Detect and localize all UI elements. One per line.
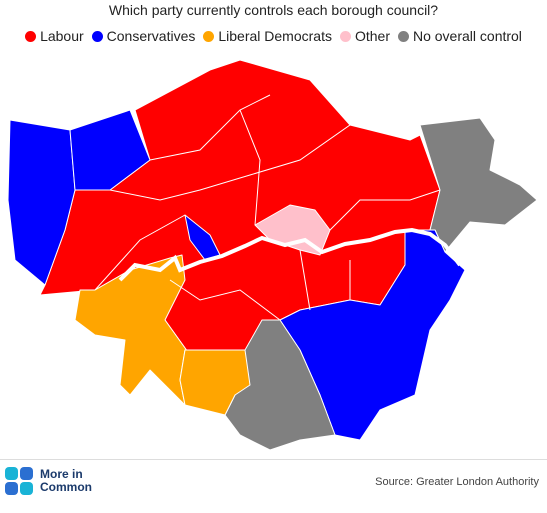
legend-label: Labour [40, 28, 84, 44]
legend-label: Conservatives [106, 28, 196, 44]
legend-marker [203, 30, 215, 42]
logo-line: Common [40, 480, 92, 494]
borough [279, 229, 466, 441]
title: Which party currently controls each boro… [108, 2, 439, 18]
legend-marker [91, 30, 103, 42]
borough [179, 349, 251, 416]
legend-marker [397, 30, 409, 42]
logo-icon [5, 467, 33, 495]
river-thames [118, 227, 462, 282]
legend-item: Conservatives [91, 28, 196, 44]
legend-item: Labour [25, 28, 84, 44]
borough [69, 109, 151, 191]
source: Source: Greater London Authority [375, 476, 539, 488]
legend-label: No overall control [412, 28, 522, 44]
legend: Labour Conservatives Liberal Democrats Othe… [0, 28, 547, 44]
legend-label: Other [354, 28, 390, 44]
legend-item: No overall control [397, 28, 522, 44]
logo-text: More in Common [40, 468, 92, 494]
legend-item: Other [339, 28, 390, 44]
borough-borders [94, 94, 441, 321]
map [7, 59, 538, 451]
divider [0, 459, 547, 460]
logo-line: More in [40, 467, 83, 481]
logo: More in Common [4, 466, 92, 496]
legend-marker [25, 30, 37, 42]
legend-label: Liberal Democrats [218, 28, 332, 44]
legend-item: Liberal Democrats [203, 28, 332, 44]
legend-marker [339, 30, 351, 42]
